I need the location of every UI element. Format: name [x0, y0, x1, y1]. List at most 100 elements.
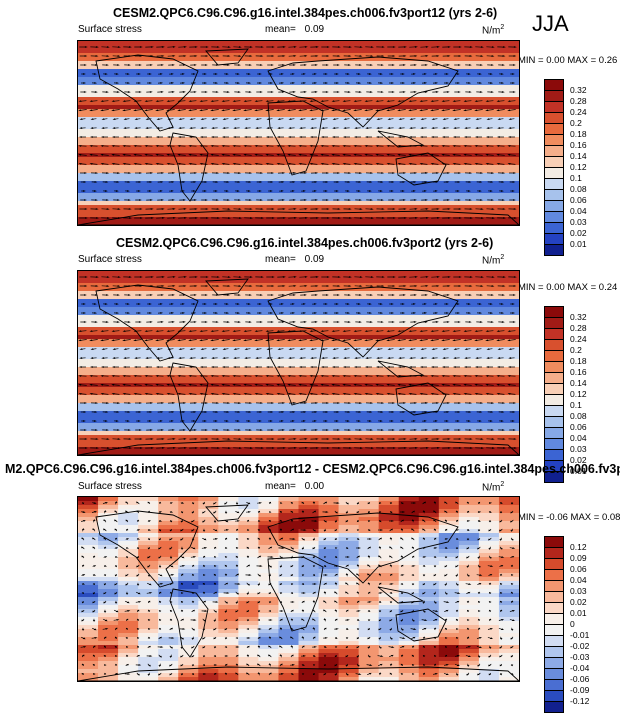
panel-1-title: CESM2.QPC6.C96.C96.g16.intel.384pes.ch00… [113, 6, 498, 20]
colorbar-tick-label: 0.18 [570, 129, 587, 139]
colorbar-tick-label: 0.28 [570, 96, 587, 106]
colorbar-swatch [544, 306, 564, 318]
colorbar-tick-label: -0.12 [570, 696, 590, 706]
colorbar-swatch [544, 340, 564, 351]
colorbar-swatch [544, 417, 564, 428]
colorbar-swatch [544, 190, 564, 201]
season-label: JJA [532, 11, 569, 36]
colorbar-swatch [544, 234, 564, 245]
panel-3-mean: mean= 0.00 [265, 481, 324, 492]
colorbar-tick-label: -0.01 [570, 630, 590, 640]
colorbar-swatch [544, 614, 564, 625]
colorbar-swatch [544, 658, 564, 669]
panel-2-mean-value: 0.09 [304, 254, 325, 265]
panel-2-title: CESM2.QPC6.C96.C96.g16.intel.384pes.ch00… [116, 236, 494, 250]
colorbar-swatch [544, 536, 564, 548]
colorbar-swatch [544, 79, 564, 91]
colorbar-swatch [544, 592, 564, 603]
colorbar-swatch [544, 329, 564, 340]
colorbar-swatch [544, 212, 564, 223]
colorbar-tick-label: 0.16 [570, 140, 587, 150]
panel-2-units-exp: 2 [500, 254, 505, 261]
panel-3-colorbar [544, 536, 564, 713]
colorbar-swatch [544, 201, 564, 212]
colorbar-tick-label: -0.06 [570, 674, 590, 684]
panel-2-mean-label: mean= [265, 254, 296, 265]
panel-1-field-label: Surface stress [78, 24, 142, 35]
panel-3-title: M2.QPC6.C96.C96.g16.intel.384pes.ch006.f… [5, 462, 620, 476]
colorbar-tick-label: 0.09 [570, 553, 587, 563]
panel-2-minmax: MIN = 0.00 MAX = 0.24 [518, 282, 618, 293]
colorbar-tick-label: 0.08 [570, 411, 587, 421]
colorbar-swatch [544, 318, 564, 329]
colorbar-swatch [544, 373, 564, 384]
colorbar-tick-label: -0.04 [570, 663, 590, 673]
colorbar-swatch [544, 223, 564, 234]
colorbar-swatch [544, 395, 564, 406]
colorbar-swatch [544, 461, 564, 472]
panel-3-units: N/m2 [482, 481, 504, 493]
panel-3-map [77, 496, 520, 682]
colorbar-swatch [544, 669, 564, 680]
colorbar-tick-label: 0 [570, 619, 575, 629]
colorbar-swatch [544, 647, 564, 658]
colorbar-tick-label: -0.02 [570, 641, 590, 651]
panel-3-units-exp: 2 [500, 481, 505, 488]
colorbar-tick-label: 0.06 [570, 422, 587, 432]
colorbar-tick-label: 0.12 [570, 542, 587, 552]
colorbar-swatch [544, 428, 564, 439]
colorbar-swatch [544, 135, 564, 146]
colorbar-tick-label: 0.04 [570, 575, 587, 585]
colorbar-swatch [544, 439, 564, 450]
panel-1-colorbar [544, 79, 564, 256]
colorbar-tick-label: 0.12 [570, 389, 587, 399]
colorbar-swatch [544, 384, 564, 395]
colorbar-tick-label: 0.03 [570, 444, 587, 454]
colorbar-tick-label: 0.24 [570, 107, 587, 117]
colorbar-swatch [544, 168, 564, 179]
colorbar-swatch [544, 406, 564, 417]
panel-1-map [77, 40, 520, 226]
panel-1-mean-value: 0.09 [304, 24, 325, 35]
colorbar-tick-label: 0.06 [570, 564, 587, 574]
panel-2-units: N/m2 [482, 254, 504, 266]
colorbar-swatch [544, 157, 564, 168]
colorbar-swatch [544, 91, 564, 102]
colorbar-tick-label: 0.04 [570, 206, 587, 216]
panel-3-units-base: N/m [482, 482, 501, 494]
colorbar-swatch [544, 450, 564, 461]
colorbar-swatch [544, 179, 564, 190]
colorbar-tick-label: 0.02 [570, 228, 587, 238]
colorbar-swatch [544, 124, 564, 135]
colorbar-tick-label: 0.02 [570, 597, 587, 607]
panel-3-minmax: MIN = -0.06 MAX = 0.08 [518, 512, 620, 523]
panel-1-units-exp: 2 [500, 24, 505, 31]
colorbar-swatch [544, 351, 564, 362]
panel-1-units-base: N/m [482, 25, 501, 37]
colorbar-tick-label: 0.28 [570, 323, 587, 333]
colorbar-tick-label: 0.08 [570, 184, 587, 194]
colorbar-tick-label: -0.03 [570, 652, 590, 662]
colorbar-swatch [544, 625, 564, 636]
panel-1-mean: mean= 0.09 [265, 24, 324, 35]
panel-2-map [77, 270, 520, 456]
colorbar-tick-label: 0.01 [570, 239, 587, 249]
colorbar-tick-label: 0.04 [570, 433, 587, 443]
panel-2-mean: mean= 0.09 [265, 254, 324, 265]
colorbar-swatch [544, 570, 564, 581]
colorbar-swatch [544, 636, 564, 647]
colorbar-swatch [544, 559, 564, 570]
colorbar-tick-label: 0.01 [570, 466, 587, 476]
colorbar-swatch [544, 245, 564, 256]
colorbar-tick-label: 0.32 [570, 312, 587, 322]
panel-1-units: N/m2 [482, 24, 504, 36]
colorbar-tick-label: 0.12 [570, 162, 587, 172]
panel-1-mean-label: mean= [265, 24, 296, 35]
colorbar-tick-label: 0.03 [570, 217, 587, 227]
colorbar-tick-label: 0.2 [570, 345, 582, 355]
colorbar-tick-label: -0.09 [570, 685, 590, 695]
colorbar-swatch [544, 702, 564, 713]
colorbar-tick-label: 0.02 [570, 455, 587, 465]
colorbar-tick-label: 0.01 [570, 608, 587, 618]
colorbar-tick-label: 0.06 [570, 195, 587, 205]
